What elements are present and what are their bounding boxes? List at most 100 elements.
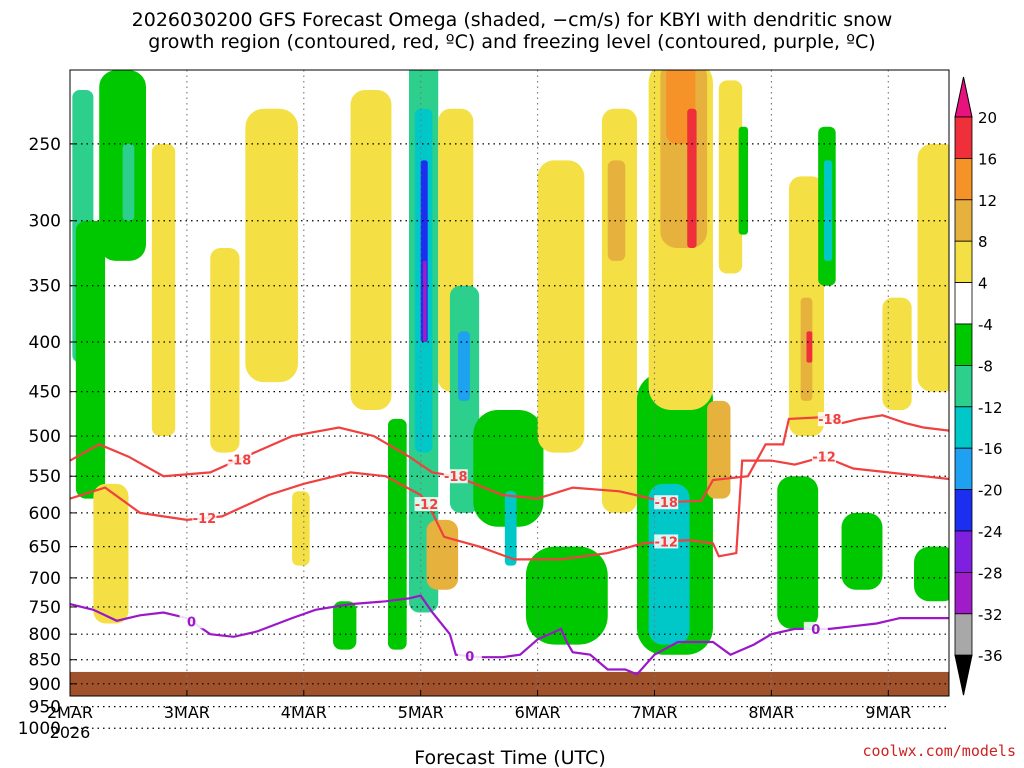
colorbar-swatch-9 bbox=[954, 489, 973, 532]
contour-label--12: -12 bbox=[812, 451, 836, 466]
omega-region-5 bbox=[151, 143, 176, 437]
y-tick-label-1000: 1000 bbox=[18, 719, 61, 739]
colorbar-label-10: -24 bbox=[978, 523, 1003, 541]
colorbar-label-0: 20 bbox=[978, 109, 997, 127]
chart-title-line-2: growth region (contoured, red, ºC) and f… bbox=[148, 31, 876, 53]
contour-label-0: 0 bbox=[187, 615, 196, 630]
omega-region-20 bbox=[458, 331, 470, 401]
contour-label-bg bbox=[179, 614, 204, 629]
contour-label-0: 0 bbox=[811, 623, 820, 638]
y-tick-label-750: 750 bbox=[29, 598, 61, 618]
contour-label--18: -18 bbox=[654, 496, 678, 511]
contour-label-bg bbox=[812, 449, 837, 464]
omega-region-6 bbox=[210, 247, 240, 453]
colorbar-swatch-4 bbox=[954, 282, 973, 325]
x-tick-label-4: 6MAR bbox=[515, 703, 561, 722]
contour-label-bg bbox=[414, 497, 439, 512]
contour-label-0: 0 bbox=[465, 650, 474, 665]
y-tick-label-500: 500 bbox=[29, 427, 61, 447]
x-tick-year-label: 2026 bbox=[50, 723, 91, 742]
omega-region-42 bbox=[841, 512, 883, 590]
omega-region-16 bbox=[423, 260, 427, 343]
x-tick-label-1: 3MAR bbox=[164, 703, 210, 722]
colorbar-swatch-6 bbox=[954, 364, 973, 408]
contour-label-bg bbox=[654, 495, 679, 510]
omega-region-34 bbox=[718, 80, 743, 274]
colorbar-label-13: -36 bbox=[978, 647, 1003, 665]
colorbar-label-5: -4 bbox=[978, 316, 993, 334]
y-tick-label-300: 300 bbox=[29, 212, 61, 232]
colorbar-top-cap bbox=[954, 76, 973, 118]
omega-region-22 bbox=[504, 491, 517, 566]
omega-region-43 bbox=[914, 546, 949, 602]
omega-region-1 bbox=[75, 220, 106, 499]
omega-region-32 bbox=[687, 108, 697, 248]
omega-shading bbox=[72, 70, 949, 655]
colorbar-swatch-3 bbox=[954, 240, 973, 283]
omega-region-11 bbox=[333, 601, 357, 650]
omega-region-3 bbox=[122, 143, 135, 221]
omega-region-45 bbox=[917, 143, 949, 392]
y-tick-label-250: 250 bbox=[29, 135, 61, 155]
colorbar-label-2: 12 bbox=[978, 192, 997, 210]
colorbar-label-7: -12 bbox=[978, 399, 1003, 417]
colorbar-label-6: -8 bbox=[978, 357, 993, 375]
contour-label-bg bbox=[192, 511, 217, 526]
contour-label--12: -12 bbox=[654, 535, 678, 550]
plot-gridlines bbox=[70, 70, 949, 729]
terrain-surface bbox=[70, 671, 949, 696]
omega-region-44 bbox=[882, 297, 912, 410]
x-tick-label-6: 8MAR bbox=[748, 703, 794, 722]
omega-region-4 bbox=[93, 483, 129, 624]
x-tick-label-7: 9MAR bbox=[865, 703, 911, 722]
y-axis-pressure: 250 300 350 400 450 500 550 600 650 700 750 800 850 9… bbox=[18, 135, 76, 739]
omega-region-2 bbox=[99, 70, 146, 261]
colorbar-swatch-0 bbox=[954, 116, 973, 159]
colorbar-swatch-8 bbox=[954, 447, 973, 491]
omega-region-38 bbox=[806, 331, 813, 363]
omega-region-8 bbox=[245, 108, 298, 383]
temperature-contours: -18 -18 -18 -18 -12 -12 -12 -12 0 0 0 bbox=[70, 412, 949, 676]
contour-label-bg bbox=[443, 469, 468, 484]
colorbar-label-4: 4 bbox=[978, 275, 988, 293]
omega-region-41 bbox=[824, 160, 833, 261]
y-tick-label-900: 900 bbox=[29, 675, 61, 695]
y-tick-label-350: 350 bbox=[29, 277, 61, 297]
contour-label--18: -18 bbox=[444, 470, 468, 485]
contour-label--12: -12 bbox=[193, 512, 217, 527]
colorbar-label-3: 8 bbox=[978, 233, 988, 251]
omega-region-26 bbox=[607, 160, 626, 261]
colorbar-swatch-7 bbox=[954, 406, 973, 449]
credit-text: coolwx.com/models bbox=[862, 742, 1016, 760]
colorbar-swatch-12 bbox=[954, 613, 973, 656]
contour-label-bg bbox=[654, 534, 679, 549]
x-tick-label-2: 4MAR bbox=[281, 703, 327, 722]
omega-region-9 bbox=[292, 491, 310, 566]
x-tick-label-3: 5MAR bbox=[398, 703, 444, 722]
colorbar-label-12: -32 bbox=[978, 606, 1003, 624]
colorbar-label-1: 16 bbox=[978, 150, 997, 168]
colorbar-bottom-cap bbox=[954, 654, 973, 696]
x-tick-label-0: 2MAR bbox=[47, 703, 93, 722]
contour-label--18: -18 bbox=[818, 413, 842, 428]
omega-region-28 bbox=[648, 483, 690, 645]
y-tick-label-400: 400 bbox=[29, 333, 61, 353]
y-tick-label-700: 700 bbox=[29, 569, 61, 589]
contour-label-bg bbox=[817, 412, 842, 427]
y-tick-label-600: 600 bbox=[29, 504, 61, 524]
chart-title-line-1: 2026030200 GFS Forecast Omega (shaded, −… bbox=[131, 9, 893, 31]
y-tick-label-550: 550 bbox=[29, 467, 61, 487]
contour-label-bg bbox=[457, 649, 482, 664]
y-tick-label-650: 650 bbox=[29, 538, 61, 558]
colorbar-legend: 20 16 12 8 4 -4 -8 -12 -16 -20 -24 -28 -32 -36 bbox=[954, 76, 1003, 696]
omega-region-23 bbox=[525, 546, 608, 645]
omega-region-35 bbox=[738, 126, 749, 235]
contour-label--12: -12 bbox=[415, 498, 439, 513]
contour-label-bg bbox=[803, 621, 828, 636]
ground-fill bbox=[70, 671, 949, 696]
colorbar-swatch-1 bbox=[954, 157, 973, 201]
y-tick-label-450: 450 bbox=[29, 383, 61, 403]
x-axis-label: Forecast Time (UTC) bbox=[414, 747, 605, 768]
